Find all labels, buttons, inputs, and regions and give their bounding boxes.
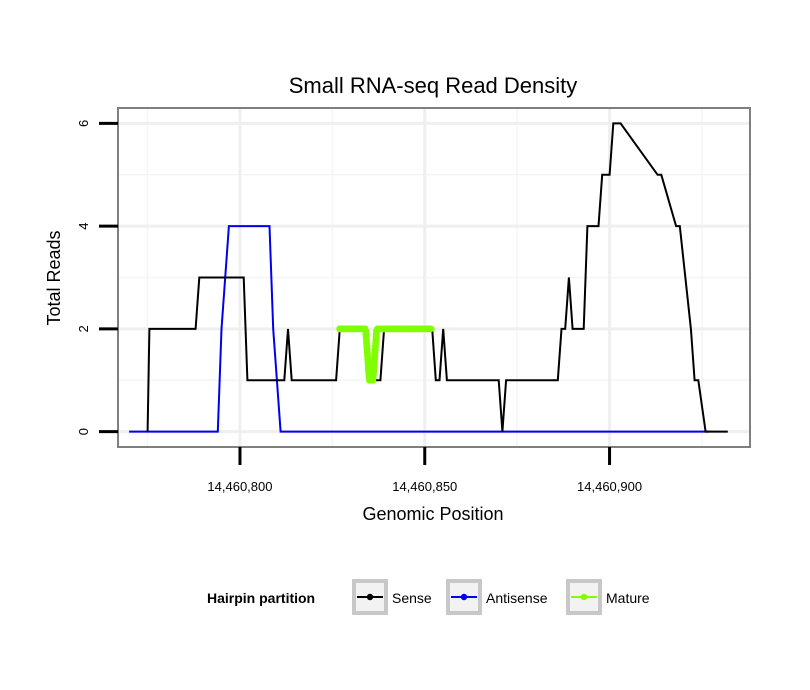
y-tick-label: 6: [76, 120, 91, 127]
plot-border: [117, 107, 751, 448]
legend-key-point-mature: [580, 593, 588, 601]
legend-key-point-sense: [366, 593, 374, 601]
x-tick-label: 14,460,850: [392, 479, 457, 494]
legend-key-point-antisense: [460, 593, 468, 601]
y-axis: 0 2 4 6: [76, 120, 118, 435]
y-tick-label: 0: [76, 428, 91, 435]
y-axis-title: Total Reads: [44, 230, 64, 325]
x-tick-label: 14,460,800: [207, 479, 272, 494]
y-tick-label: 2: [76, 325, 91, 332]
legend-title: Hairpin partition: [207, 590, 315, 606]
legend-key-mature: [566, 579, 602, 615]
series-line-mature-band: [337, 326, 435, 383]
x-tick-label: 14,460,900: [577, 479, 642, 494]
x-axis-title: Genomic Position: [362, 504, 503, 524]
legend-label-sense: Sense: [392, 590, 432, 606]
x-axis: 14,460,800 14,460,850 14,460,900: [207, 447, 642, 494]
series-line-antisense: [129, 225, 710, 433]
series-line-sense: [146, 122, 728, 433]
legend-label-mature: Mature: [606, 590, 650, 606]
series-layer: [129, 122, 728, 433]
legend: Hairpin partition Sense Antisense Mature: [207, 579, 650, 615]
y-tick-label: 4: [76, 223, 91, 230]
legend-label-antisense: Antisense: [486, 590, 548, 606]
chart-title: Small RNA-seq Read Density: [289, 73, 578, 98]
